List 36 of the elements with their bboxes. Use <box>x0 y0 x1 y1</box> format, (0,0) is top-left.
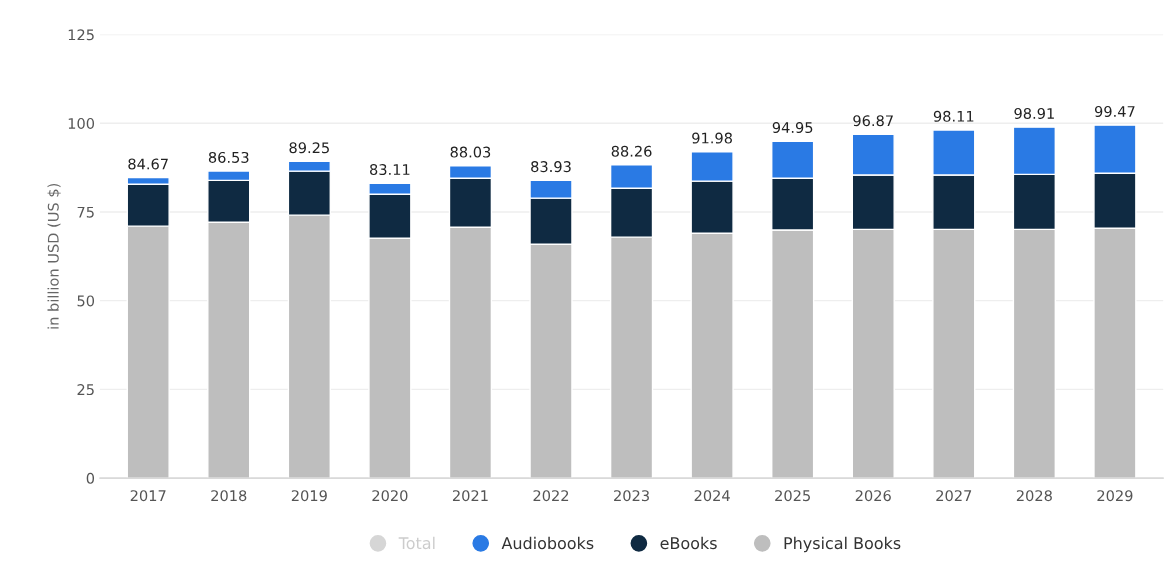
total-label: 88.03 <box>450 146 491 158</box>
total-label: 91.98 <box>692 132 732 144</box>
total-label: 83.11 <box>370 164 410 176</box>
y-tick-label: 100 <box>68 117 95 130</box>
legend-label: eBooks <box>660 536 717 550</box>
total-label: 96.87 <box>853 115 893 127</box>
total-label: 94.95 <box>772 122 813 134</box>
total-label: 83.93 <box>531 161 571 173</box>
legend-label: Physical Books <box>784 536 901 553</box>
y-axis-title: in billion USD (US $) <box>47 183 61 329</box>
total-label: 89.25 <box>289 142 329 154</box>
x-tick-label: 2019 <box>291 490 327 502</box>
x-tick-label: 2028 <box>1016 490 1052 502</box>
x-tick-label: 2029 <box>1097 490 1133 502</box>
x-tick-label: 2020 <box>372 490 408 502</box>
x-tick-label: 2022 <box>533 490 569 502</box>
total-label: 98.11 <box>933 110 974 122</box>
total-label: 88.26 <box>611 145 652 157</box>
legend-label: Audiobooks <box>501 536 594 550</box>
total-label: 86.53 <box>208 151 249 163</box>
x-tick-label: 2024 <box>694 490 730 502</box>
x-tick-label: 2017 <box>130 490 166 502</box>
x-tick-label: 2027 <box>936 490 972 502</box>
total-label: 99.47 <box>1094 105 1135 117</box>
x-tick-label: 2023 <box>614 490 649 502</box>
y-tick-label: 75 <box>77 206 94 218</box>
y-tick-label: 25 <box>77 384 94 396</box>
x-tick-label: 2018 <box>211 490 247 502</box>
y-tick-label: 0 <box>86 472 95 484</box>
x-tick-label: 2026 <box>855 490 891 502</box>
x-tick-label: 2025 <box>775 490 810 502</box>
y-tick-label: 50 <box>77 295 95 307</box>
y-tick-label: 125 <box>68 29 94 41</box>
x-tick-label: 2021 <box>452 490 488 502</box>
total-label: 98.91 <box>1014 107 1054 119</box>
total-label: 84.67 <box>128 158 168 170</box>
